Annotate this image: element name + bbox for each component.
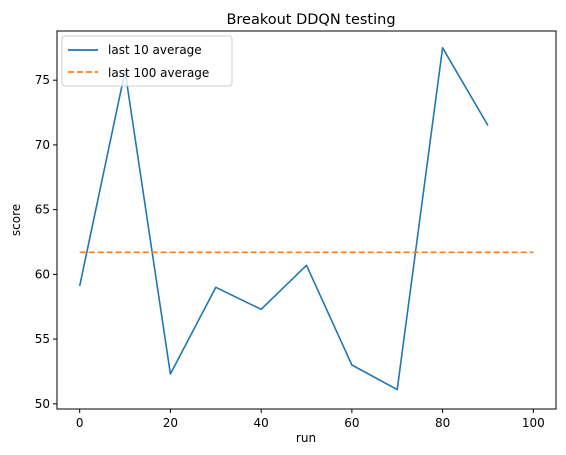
x-tick-label: 40 [253,416,268,430]
y-tick-label: 70 [35,138,50,152]
x-tick-label: 100 [522,416,545,430]
y-tick-label: 55 [35,332,50,346]
chart-title: Breakout DDQN testing [226,12,395,28]
y-tick-label: 60 [35,267,50,281]
y-axis-label: score [9,204,23,236]
legend: last 10 average last 100 average [61,35,233,87]
series-layer [78,47,534,391]
legend-frame [61,35,233,87]
x-tick-label: 0 [76,416,84,430]
x-axis-label: run [296,431,316,445]
x-tick-label: 60 [344,416,359,430]
plot-frame [56,30,557,410]
x-tick-label: 20 [163,416,178,430]
x-axis: 0 20 40 60 80 100 [76,409,545,430]
plot-area [56,30,557,410]
y-tick-label: 65 [35,203,50,217]
y-tick-label: 75 [35,73,50,87]
series-line-last-10-average [78,47,489,391]
x-tick-label: 80 [435,416,450,430]
legend-label-last-10-average: last 10 average [108,43,202,57]
y-tick-label: 50 [35,397,50,411]
y-axis: 50 55 60 65 70 75 [35,73,57,411]
legend-label-last-100-average: last 100 average [108,66,209,80]
